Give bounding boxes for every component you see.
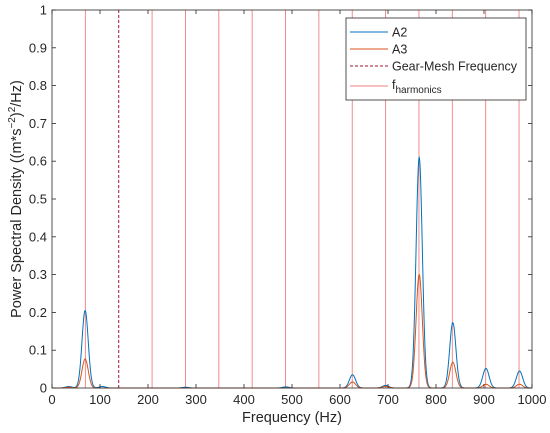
- legend-gmf-label: Gear-Mesh Frequency: [392, 60, 518, 74]
- x-tick-label-0: 0: [48, 392, 55, 407]
- x-tick-label-7: 700: [377, 392, 399, 407]
- y-tick-label-7: 0.7: [29, 116, 47, 131]
- y-tick-label-5: 0.5: [29, 192, 47, 207]
- y-tick-label-2: 0.2: [29, 305, 47, 320]
- y-tick-label-6: 0.6: [29, 154, 47, 169]
- x-tick-label-10: 1000: [518, 392, 547, 407]
- y-tick-label-0: 0: [40, 381, 47, 396]
- x-tick-label-9: 900: [473, 392, 495, 407]
- x-tick-label-2: 200: [137, 392, 159, 407]
- y-tick-label-10: 1: [40, 3, 47, 18]
- y-tick-labels: 0 0.1 0.2 0.3 0.4 0.5 0.6 0.7 0.8 0.9 1: [29, 3, 47, 396]
- y-axis-title-part2: ): [9, 112, 25, 117]
- y-tick-label-1: 0.1: [29, 343, 47, 358]
- x-tick-label-5: 500: [281, 392, 303, 407]
- y-axis-title-part3: /Hz): [9, 80, 25, 107]
- y-tick-label-8: 0.8: [29, 78, 47, 93]
- legend-harmonics-label: fharmonics: [392, 78, 442, 96]
- x-tick-label-6: 600: [329, 392, 351, 407]
- x-axis-title: Frequency (Hz): [242, 410, 342, 426]
- y-tick-label-4: 0.4: [29, 229, 47, 244]
- y-axis-title-exp2: 2: [7, 106, 18, 112]
- legend-a2-label: A2: [392, 26, 407, 40]
- y-axis-title-exp1: −2: [7, 117, 18, 129]
- axis-ticks: [51, 9, 533, 389]
- legend-a3-label: A3: [392, 43, 407, 57]
- x-tick-label-8: 800: [425, 392, 447, 407]
- y-tick-label-3: 0.3: [29, 267, 47, 282]
- legend: A2 A3 Gear-Mesh Frequency fharmonics: [345, 17, 527, 101]
- y-tick-label-9: 0.9: [29, 40, 47, 55]
- x-tick-labels: 0 100 200 300 400 500 600 700 800 900 1000: [48, 392, 546, 407]
- x-tick-label-4: 400: [233, 392, 255, 407]
- y-axis-title-part1: Power Spectral Density ((m*s: [9, 129, 25, 318]
- legend-harmonics-main: f: [392, 78, 396, 92]
- legend-harmonics-sub: harmonics: [395, 85, 441, 96]
- x-tick-label-1: 100: [89, 392, 111, 407]
- x-tick-label-3: 300: [185, 392, 207, 407]
- y-axis-title: Power Spectral Density ((m*s−2)2/Hz): [7, 80, 25, 318]
